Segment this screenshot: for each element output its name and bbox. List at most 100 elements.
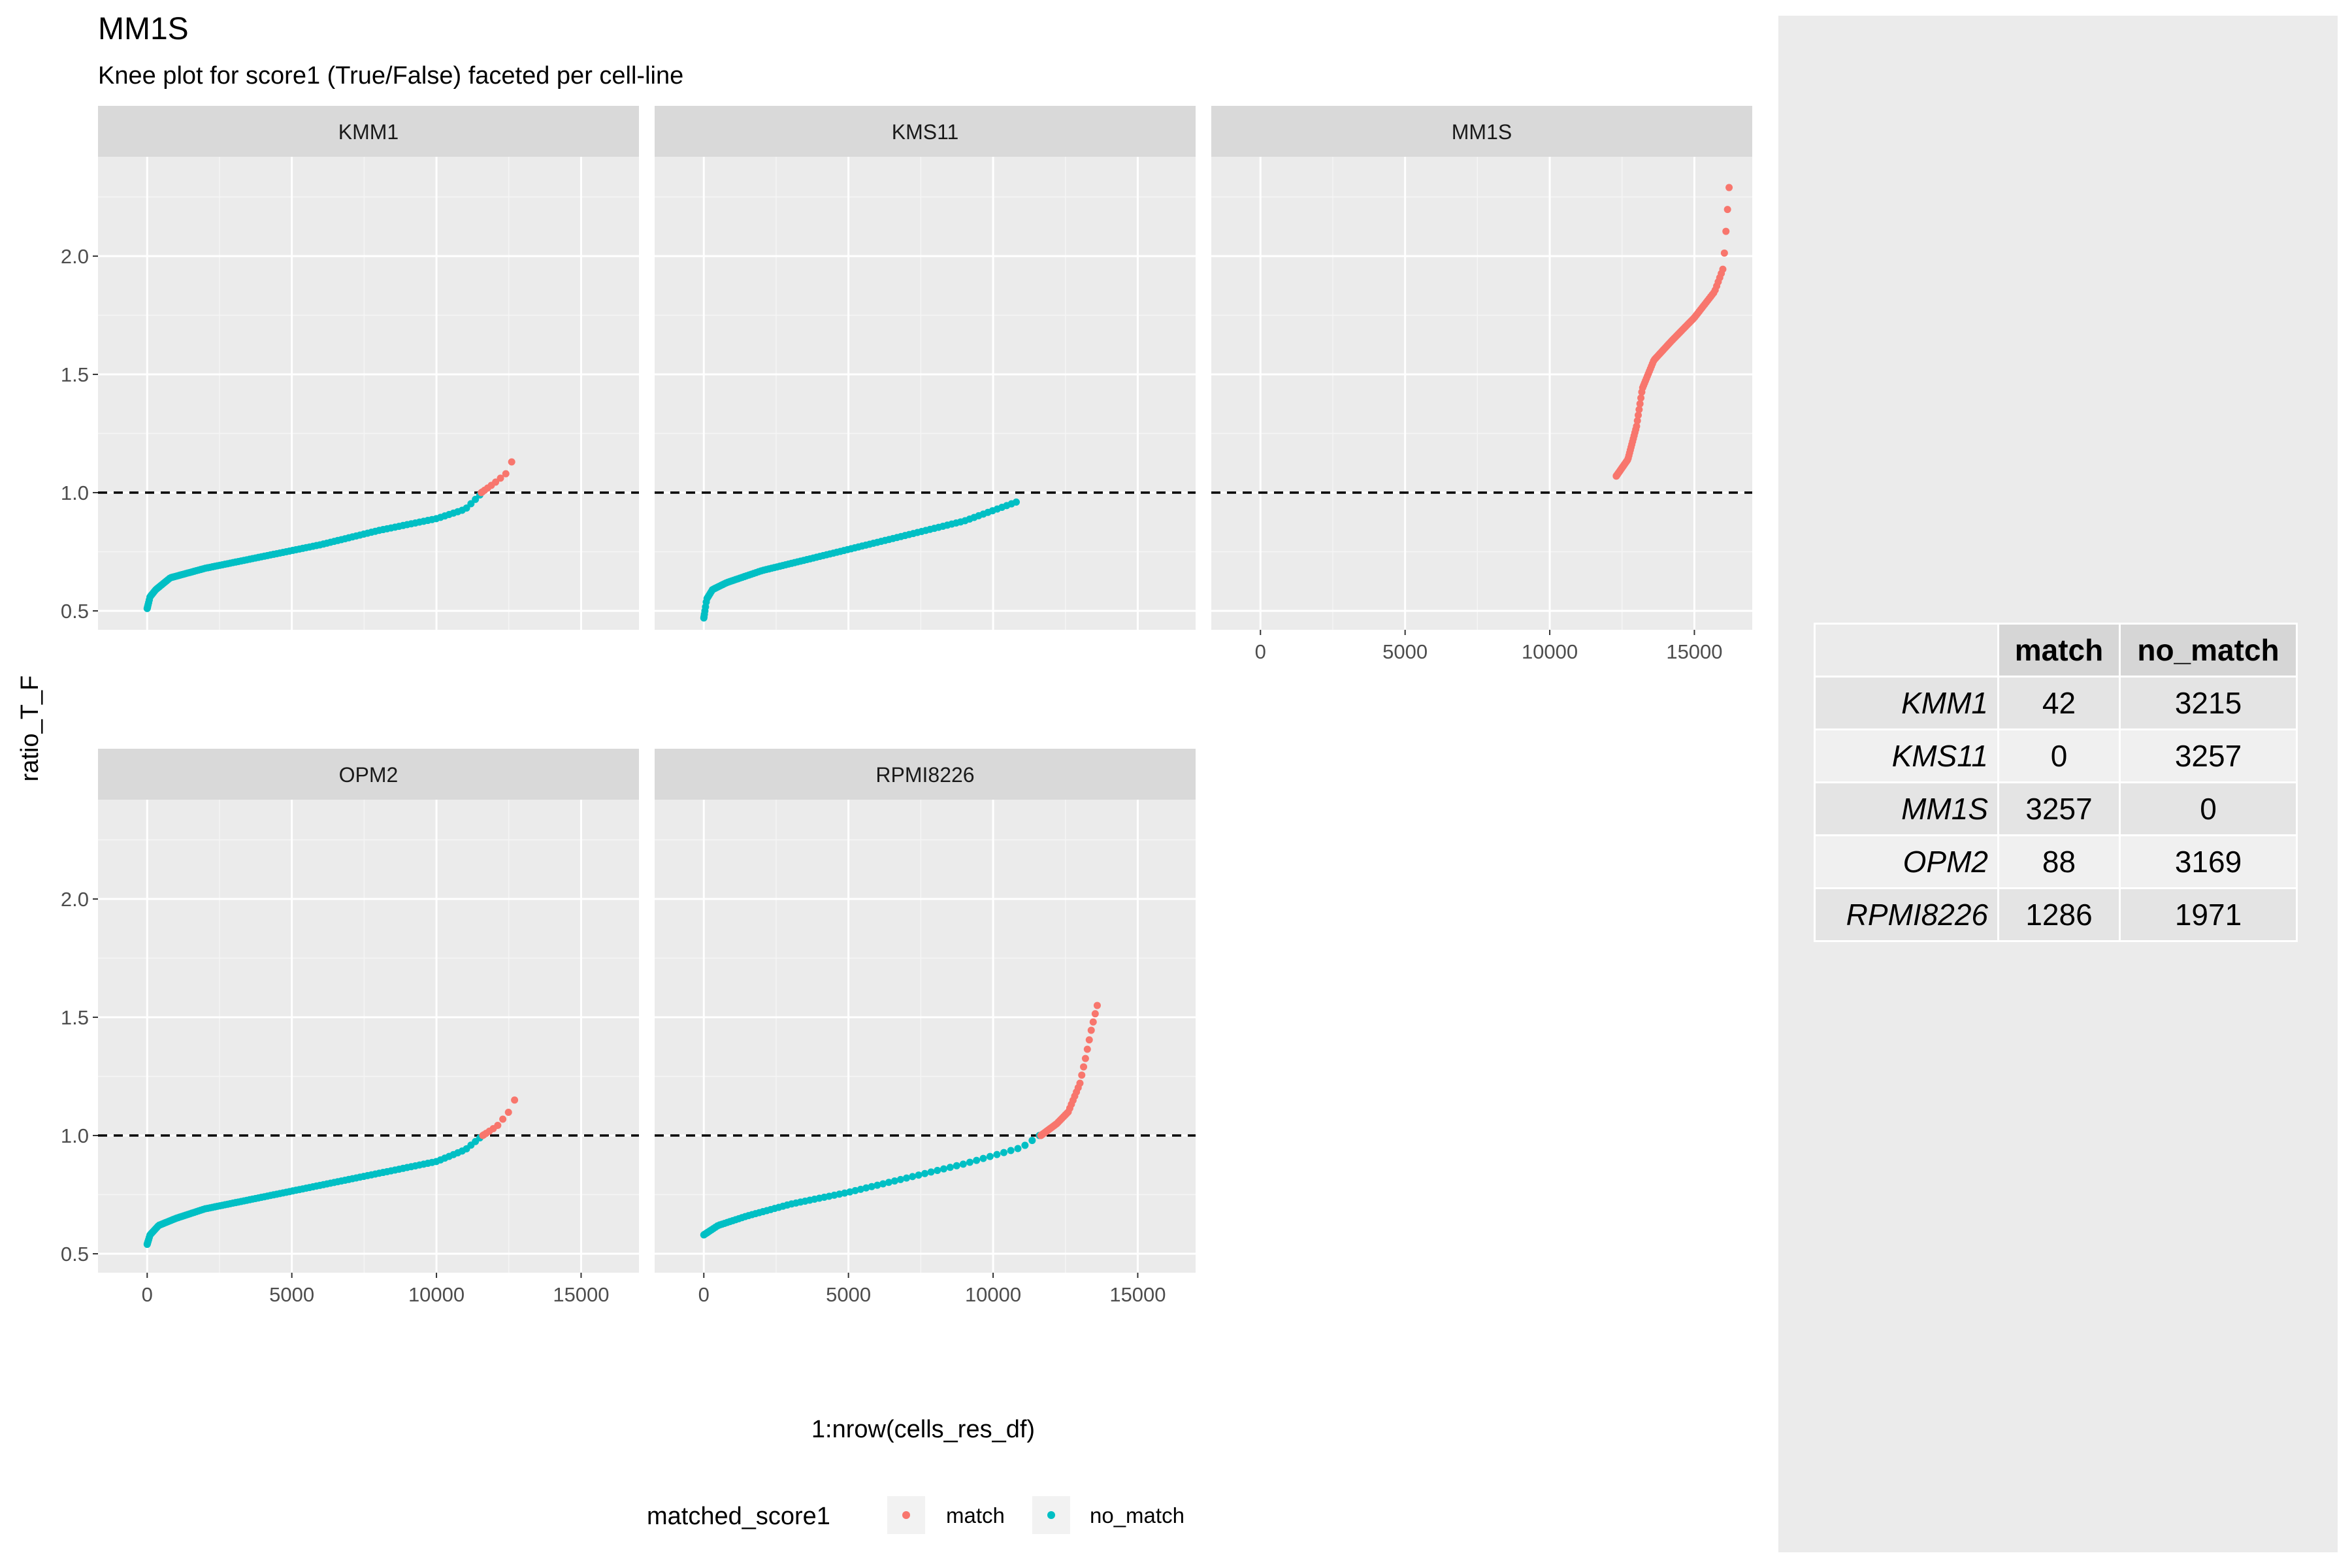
- y-axis-label: ratio_T_F: [16, 676, 44, 782]
- table-row-name: KMS11: [1814, 728, 1999, 783]
- x-tick-label: 10000: [408, 1283, 465, 1306]
- x-tick-label: 15000: [553, 1283, 609, 1306]
- data-point-match: [497, 474, 504, 482]
- data-point-match: [1637, 394, 1645, 402]
- x-tick-label: 0: [1255, 640, 1266, 663]
- table-row: KMM1 42 3215: [1814, 676, 2298, 730]
- facet-strip-label: OPM2: [339, 763, 399, 787]
- y-tick-label: 0.5: [61, 1243, 89, 1266]
- table-header-no-match: no_match: [2119, 623, 2298, 678]
- facet-strip: [1211, 106, 1752, 157]
- panel-background: [655, 157, 1196, 630]
- data-point-match: [1723, 206, 1731, 214]
- data-point-match: [1087, 1026, 1095, 1034]
- data-point-no-match: [915, 1171, 923, 1179]
- data-point-match: [1633, 417, 1641, 425]
- data-point-no-match: [868, 1183, 875, 1190]
- data-point-no-match: [472, 495, 480, 503]
- data-point-match: [1720, 249, 1728, 257]
- legend-label-match: match: [946, 1503, 1005, 1527]
- data-point-match: [1091, 1010, 1099, 1018]
- facet-mm1s: MM1S 0 5000 10000 15000: [1211, 106, 1752, 663]
- data-point-no-match: [909, 1173, 917, 1181]
- facet-strip: [655, 106, 1196, 157]
- data-point-no-match: [939, 1165, 947, 1173]
- data-point-no-match: [979, 1154, 987, 1162]
- x-tick-label: 15000: [1666, 640, 1722, 663]
- table-row: RPMI8226 1286 1971: [1814, 887, 2298, 942]
- facet-strip: [98, 106, 639, 157]
- data-point-no-match: [1028, 1137, 1036, 1145]
- data-point-no-match: [966, 1158, 973, 1166]
- facet-opm2: OPM2 0.5 1.0 1.5 2.0 0 5000 10000 15000: [61, 749, 639, 1306]
- table-header-match: match: [1997, 623, 2121, 678]
- data-point-no-match: [1012, 498, 1020, 506]
- data-point-no-match: [874, 1181, 881, 1189]
- facet-strip-label: MM1S: [1452, 120, 1512, 144]
- data-point-match: [1081, 1054, 1089, 1062]
- data-point-no-match: [885, 1179, 892, 1186]
- table-row-name: MM1S: [1814, 781, 1999, 836]
- data-point-no-match: [993, 1151, 1001, 1158]
- table-cell-no-match: 3169: [2119, 834, 2298, 889]
- data-point-no-match: [1021, 1141, 1029, 1149]
- data-point-no-match: [1014, 1145, 1022, 1152]
- table-cell-no-match: 3215: [2119, 676, 2298, 730]
- y-tick-label: 0.5: [61, 600, 89, 623]
- y-tick-label: 1.5: [61, 1006, 89, 1029]
- y-tick-label: 2.0: [61, 245, 89, 268]
- data-point-no-match: [896, 1175, 904, 1183]
- chart-title: MM1S: [98, 12, 189, 46]
- table-cell-match: 42: [1997, 676, 2121, 730]
- data-point-no-match: [946, 1164, 954, 1171]
- y-tick-label: 1.5: [61, 363, 89, 386]
- table-row: MM1S 3257 0: [1814, 781, 2298, 836]
- data-point-match: [1719, 265, 1727, 273]
- table-row: OPM2 88 3169: [1814, 834, 2298, 889]
- x-tick-label: 0: [142, 1283, 153, 1306]
- data-point-no-match: [890, 1177, 898, 1185]
- panel-background: [98, 157, 639, 630]
- chart-subtitle: Knee plot for score1 (True/False) facete…: [98, 62, 683, 90]
- x-tick-label: 0: [698, 1283, 710, 1306]
- y-tick-label: 1.0: [61, 1124, 89, 1147]
- data-point-no-match: [986, 1152, 994, 1160]
- summary-table: match no_match KMM1 42 3215 KMS11 0 3257…: [1814, 623, 2298, 942]
- data-point-match: [1089, 1018, 1097, 1026]
- data-point-match: [504, 1108, 512, 1116]
- table-cell-match: 88: [1997, 834, 2121, 889]
- data-point-match: [1083, 1045, 1091, 1053]
- facet-strip-label: KMM1: [338, 120, 399, 144]
- data-point-no-match: [862, 1184, 870, 1192]
- data-point-no-match: [934, 1167, 941, 1175]
- legend-marker-no-match: [1047, 1511, 1055, 1519]
- data-point-match: [1725, 184, 1733, 191]
- legend-title: matched_score1: [647, 1503, 830, 1530]
- data-point-match: [1633, 422, 1641, 430]
- data-point-no-match: [953, 1162, 960, 1169]
- data-point-no-match: [973, 1156, 981, 1164]
- x-tick-label: 5000: [826, 1283, 871, 1306]
- table-cell-match: 3257: [1997, 781, 2121, 836]
- panel-background: [1211, 157, 1752, 630]
- data-point-match: [492, 478, 500, 486]
- data-point-match: [1722, 227, 1730, 235]
- facet-panels: KMM1 0.5 1.0 1.5 2.0 KMS11 MM1S 0 5000 10000 15000…: [61, 106, 1752, 1306]
- table-cell-match: 0: [1997, 728, 2121, 783]
- data-point-no-match: [1000, 1149, 1008, 1156]
- data-point-match: [508, 458, 515, 466]
- x-tick-label: 10000: [1522, 640, 1578, 663]
- y-tick-label: 2.0: [61, 888, 89, 911]
- legend-marker-match: [902, 1511, 910, 1519]
- table-cell-match: 1286: [1997, 887, 2121, 942]
- y-tick-label: 1.0: [61, 482, 89, 504]
- data-point-match: [1085, 1036, 1093, 1044]
- legend: matched_score1 match no_match: [647, 1496, 1184, 1534]
- data-point-no-match: [959, 1160, 967, 1168]
- panel-background: [98, 800, 639, 1273]
- data-point-match: [502, 470, 510, 478]
- table-row: KMS11 0 3257: [1814, 728, 2298, 783]
- facet-strip: [655, 749, 1196, 800]
- table-cell-no-match: 1971: [2119, 887, 2298, 942]
- table-cell-no-match: 0: [2119, 781, 2298, 836]
